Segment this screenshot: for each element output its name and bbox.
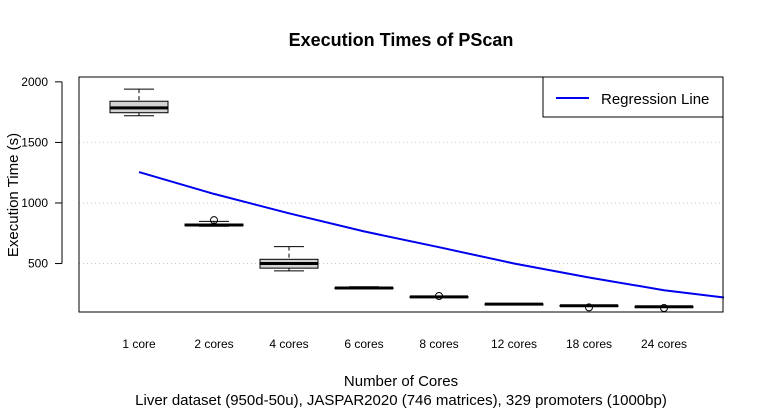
x-tick-label: 4 cores — [269, 337, 308, 351]
legend: Regression Line — [542, 76, 724, 118]
x-tick-label: 6 cores — [344, 337, 383, 351]
x-tick-label: 24 cores — [641, 337, 687, 351]
x-tick-label: 2 cores — [194, 337, 233, 351]
y-tick-label: 1500 — [21, 135, 48, 149]
grid-lines — [79, 141, 723, 265]
outlier-point — [585, 303, 593, 312]
x-axis: 1 core 2 cores 4 cores 6 cores 8 cores 12 cor… — [122, 337, 687, 351]
box-5 — [409, 292, 469, 301]
plot-frame — [78, 76, 724, 313]
box-1 — [109, 88, 169, 117]
x-axis-label: Number of Cores — [344, 373, 458, 390]
regression-series — [138, 171, 725, 299]
box-7 — [559, 303, 619, 312]
outlier-point — [210, 216, 218, 225]
box-6 — [484, 302, 544, 306]
x-tick-label: 1 core — [122, 337, 156, 351]
box-4 — [334, 286, 394, 290]
y-axis: 500 1000 1500 2000 — [21, 75, 63, 271]
x-tick-label: 8 cores — [419, 337, 458, 351]
x-tick-label: 18 cores — [566, 337, 612, 351]
y-tick-label: 1000 — [21, 196, 48, 210]
y-tick-label: 500 — [28, 257, 48, 271]
chart-title: Execution Times of PScan — [289, 30, 514, 50]
boxes — [109, 88, 694, 313]
legend-label: Regression Line — [601, 91, 709, 108]
x-tick-label: 12 cores — [491, 337, 537, 351]
box-8 — [634, 304, 694, 313]
regression-line — [138, 171, 725, 299]
y-axis-label: Execution Time (s) — [5, 133, 22, 257]
box-2 — [184, 216, 244, 227]
box-3 — [259, 246, 319, 272]
chart-subtitle: Liver dataset (950d-50u), JASPAR2020 (74… — [135, 392, 667, 409]
outlier-point — [435, 292, 443, 301]
y-tick-label: 2000 — [21, 75, 48, 89]
